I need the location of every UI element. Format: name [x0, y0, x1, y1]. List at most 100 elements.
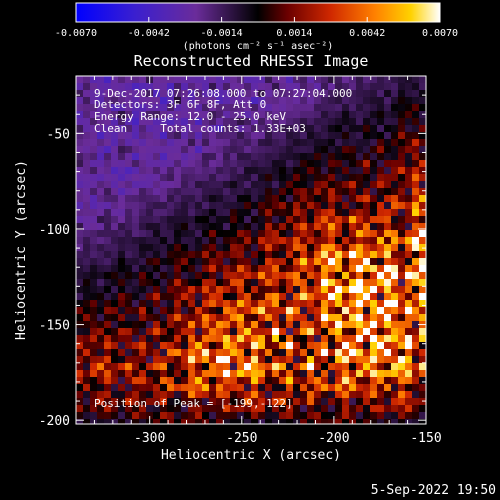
heatmap-cell: [153, 300, 160, 307]
heatmap-cell: [230, 244, 237, 251]
heatmap-cell: [90, 104, 97, 111]
heatmap-cell: [349, 237, 356, 244]
heatmap-cell: [167, 146, 174, 153]
heatmap-cell: [370, 377, 377, 384]
heatmap-cell: [258, 216, 265, 223]
heatmap-cell: [174, 356, 181, 363]
heatmap-cell: [251, 314, 258, 321]
heatmap-cell: [272, 349, 279, 356]
heatmap-cell: [286, 384, 293, 391]
heatmap-cell: [370, 139, 377, 146]
heatmap-cell: [314, 146, 321, 153]
heatmap-cell: [237, 202, 244, 209]
heatmap-cell: [279, 363, 286, 370]
heatmap-cell: [314, 363, 321, 370]
heatmap-cell: [398, 216, 405, 223]
heatmap-cell: [167, 125, 174, 132]
heatmap-cell: [307, 97, 314, 104]
heatmap-cell: [328, 384, 335, 391]
heatmap-cell: [356, 419, 363, 424]
heatmap-cell: [363, 202, 370, 209]
heatmap-cell: [293, 356, 300, 363]
heatmap-cell: [160, 335, 167, 342]
heatmap-cell: [412, 83, 419, 90]
heatmap-cell: [167, 111, 174, 118]
heatmap-cell: [181, 300, 188, 307]
heatmap-cell: [174, 321, 181, 328]
heatmap-cell: [384, 83, 391, 90]
heatmap-cell: [160, 223, 167, 230]
heatmap-cell: [90, 391, 97, 398]
heatmap-cell: [356, 223, 363, 230]
heatmap-cell: [202, 125, 209, 132]
heatmap-cell: [405, 391, 412, 398]
heatmap-cell: [349, 83, 356, 90]
heatmap-cell: [223, 293, 230, 300]
heatmap-cell: [328, 335, 335, 342]
heatmap-cell: [356, 307, 363, 314]
heatmap-cell: [363, 139, 370, 146]
heatmap-cell: [153, 244, 160, 251]
heatmap-cell: [104, 223, 111, 230]
heatmap-cell: [356, 251, 363, 258]
heatmap-cell: [153, 132, 160, 139]
heatmap-cell: [321, 181, 328, 188]
heatmap-cell: [391, 104, 398, 111]
heatmap-cell: [328, 272, 335, 279]
heatmap-cell: [258, 125, 265, 132]
heatmap-cell: [265, 104, 272, 111]
heatmap-cell: [139, 363, 146, 370]
heatmap-cell: [209, 272, 216, 279]
heatmap-cell: [230, 377, 237, 384]
heatmap-cell: [202, 398, 209, 405]
heatmap-cell: [111, 195, 118, 202]
heatmap-cell: [146, 251, 153, 258]
heatmap-cell: [223, 272, 230, 279]
heatmap-cell: [377, 321, 384, 328]
heatmap-cell: [363, 377, 370, 384]
heatmap-cell: [356, 188, 363, 195]
heatmap-cell: [335, 356, 342, 363]
heatmap-cell: [104, 300, 111, 307]
heatmap-cell: [286, 132, 293, 139]
heatmap-cell: [132, 90, 139, 97]
heatmap-cell: [202, 237, 209, 244]
heatmap-cell: [391, 265, 398, 272]
heatmap-cell: [300, 202, 307, 209]
heatmap-cell: [363, 216, 370, 223]
heatmap-cell: [195, 419, 202, 424]
heatmap-cell: [90, 76, 97, 83]
heatmap-cell: [405, 244, 412, 251]
heatmap-cell: [349, 342, 356, 349]
heatmap-cell: [244, 391, 251, 398]
heatmap-cell: [314, 104, 321, 111]
heatmap-cell: [398, 195, 405, 202]
heatmap-cell: [139, 188, 146, 195]
heatmap-cell: [153, 104, 160, 111]
heatmap-cell: [398, 209, 405, 216]
heatmap-cell: [216, 293, 223, 300]
heatmap-cell: [398, 321, 405, 328]
heatmap-cell: [118, 90, 125, 97]
heatmap-cell: [76, 83, 83, 90]
heatmap-cell: [230, 195, 237, 202]
heatmap-cell: [83, 328, 90, 335]
heatmap-cell: [363, 174, 370, 181]
heatmap-cell: [111, 391, 118, 398]
heatmap-cell: [97, 195, 104, 202]
heatmap-cell: [398, 97, 405, 104]
heatmap-cell: [244, 237, 251, 244]
heatmap-cell: [328, 181, 335, 188]
heatmap-cell: [314, 328, 321, 335]
heatmap-cell: [370, 272, 377, 279]
heatmap-cell: [251, 356, 258, 363]
heatmap-cell: [223, 419, 230, 424]
heatmap-cell: [342, 97, 349, 104]
heatmap-cell: [398, 167, 405, 174]
heatmap-cell: [412, 377, 419, 384]
heatmap-cell: [265, 391, 272, 398]
heatmap-cell: [188, 209, 195, 216]
heatmap-cell: [153, 391, 160, 398]
heatmap-cell: [97, 104, 104, 111]
heatmap-cell: [125, 90, 132, 97]
